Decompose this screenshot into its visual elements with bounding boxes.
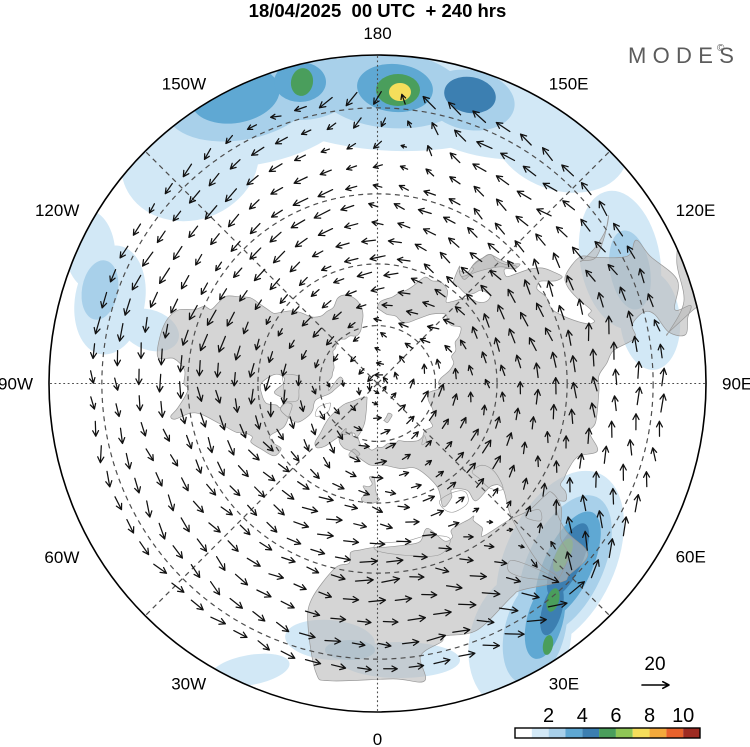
svg-text:180: 180	[363, 24, 391, 43]
svg-text:60E: 60E	[676, 548, 706, 567]
svg-text:©: ©	[717, 43, 725, 54]
svg-text:150E: 150E	[549, 74, 589, 93]
svg-text:4: 4	[577, 705, 588, 727]
svg-text:8: 8	[644, 705, 655, 727]
svg-text:30W: 30W	[171, 675, 206, 694]
svg-text:0: 0	[373, 730, 382, 747]
svg-text:20: 20	[644, 654, 665, 675]
svg-text:6: 6	[610, 705, 621, 727]
svg-text:30E: 30E	[549, 675, 579, 694]
svg-text:18/04/2025 00 UTC + 240 hrs: 18/04/2025 00 UTC + 240 hrs	[249, 0, 507, 21]
svg-text:90E: 90E	[722, 375, 750, 394]
svg-text:120W: 120W	[35, 201, 79, 220]
svg-text:150W: 150W	[162, 74, 206, 93]
svg-text:2: 2	[543, 705, 554, 727]
svg-text:10: 10	[672, 705, 694, 727]
svg-text:90W: 90W	[0, 375, 33, 394]
svg-text:120E: 120E	[676, 201, 716, 220]
svg-text:60W: 60W	[44, 548, 79, 567]
